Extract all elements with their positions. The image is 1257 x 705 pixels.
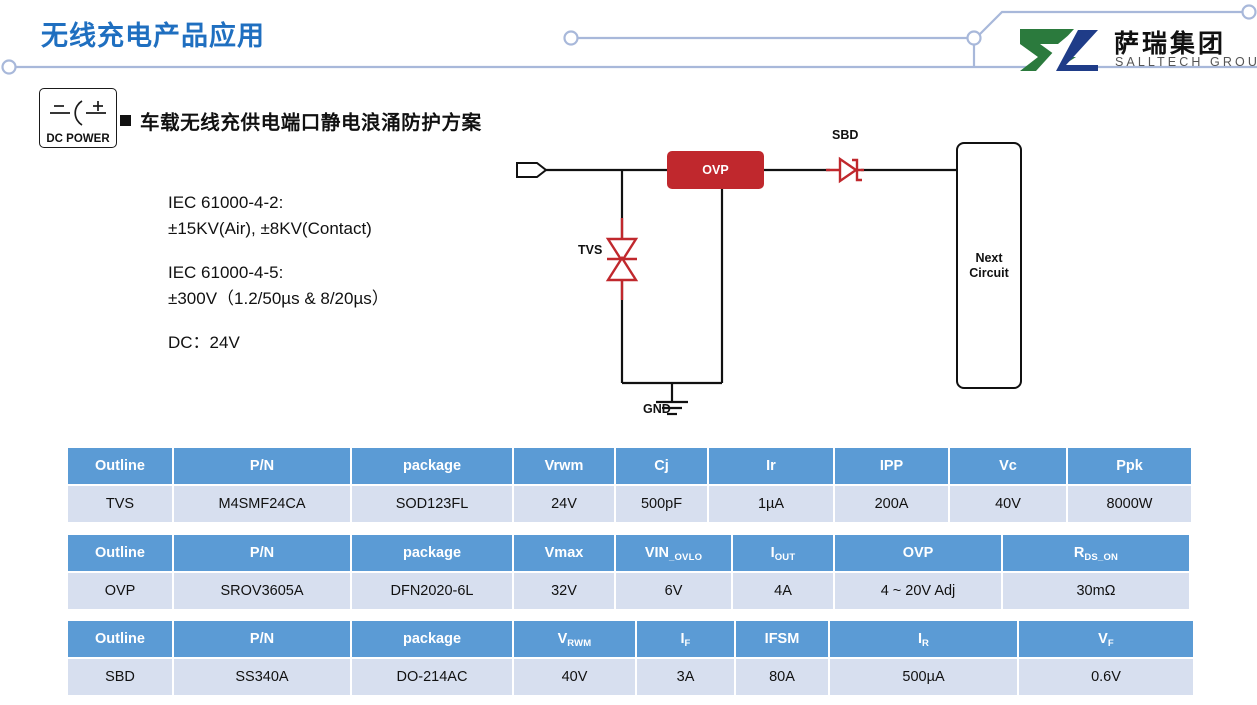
tvs-spec-table: Outline P/N package Vrwm Cj Ir IPP Vc Pp… <box>66 448 1193 522</box>
td-ir: 500µA <box>830 659 1017 695</box>
th-outline: Outline <box>68 535 172 573</box>
td-outline: SBD <box>68 659 172 695</box>
th-pn: P/N <box>174 535 350 573</box>
td-pn: M4SMF24CA <box>174 486 350 522</box>
td-ifsm: 80A <box>736 659 828 695</box>
deco-node-left <box>1 59 17 75</box>
circuit-diagram: OVP Next Circuit TVS SBD GND <box>490 128 1050 425</box>
td-vmax: 32V <box>514 573 614 609</box>
th-ifsm: IFSM <box>736 621 828 659</box>
spec-line-5: DC：24V <box>168 333 240 352</box>
th-vf: VF <box>1019 621 1193 659</box>
td-cj: 500pF <box>616 486 707 522</box>
td-ir: 1µA <box>709 486 833 522</box>
th-vmax: Vmax <box>514 535 614 573</box>
deco-node-mid <box>563 30 579 46</box>
td-outline: OVP <box>68 573 172 609</box>
td-vf: 0.6V <box>1019 659 1193 695</box>
td-if: 3A <box>637 659 734 695</box>
th-pn: P/N <box>174 621 350 659</box>
td-outline: TVS <box>68 486 172 522</box>
table-row: OVP SROV3605A DFN2020-6L 32V 6V 4A 4 ~ 2… <box>68 573 1189 609</box>
dc-power-icon: DC POWER <box>39 88 117 148</box>
th-outline: Outline <box>68 621 172 659</box>
td-rds-on: 30mΩ <box>1003 573 1189 609</box>
deco-node-junction <box>966 30 982 46</box>
td-iout: 4A <box>733 573 833 609</box>
next-circuit-label: Next Circuit <box>969 250 1009 280</box>
th-iout: IOUT <box>733 535 833 573</box>
spec-text-block: IEC 61000-4-2: ±15KV(Air), ±8KV(Contact)… <box>168 190 389 356</box>
th-if: IF <box>637 621 734 659</box>
dc-power-label: DC POWER <box>46 133 110 145</box>
salltech-logo-icon <box>1020 29 1098 71</box>
td-vc: 40V <box>950 486 1066 522</box>
sbd-spec-table: Outline P/N package VRWM IF IFSM IR VF S… <box>66 621 1195 695</box>
circuit-schematic-svg <box>516 156 956 416</box>
section-subtitle: 车载无线充供电端口静电浪涌防护方案 <box>140 112 482 134</box>
td-package: SOD123FL <box>352 486 512 522</box>
logo-name-en: SALLTECH GROUP <box>1115 55 1257 69</box>
th-package: package <box>352 535 512 573</box>
spec-line-1: IEC 61000-4-2: <box>168 193 284 212</box>
deco-node-right <box>1241 4 1257 20</box>
th-outline: Outline <box>68 448 172 486</box>
th-ir: IR <box>830 621 1017 659</box>
td-ipp: 200A <box>835 486 948 522</box>
next-circuit-block: Next Circuit <box>956 142 1022 389</box>
td-package: DO-214AC <box>352 659 512 695</box>
th-package: package <box>352 448 512 486</box>
table-row: TVS M4SMF24CA SOD123FL 24V 500pF 1µA 200… <box>68 486 1191 522</box>
input-connector-icon <box>516 162 548 178</box>
th-vin-ovlo: VIN_OVLO <box>616 535 731 573</box>
td-package: DFN2020-6L <box>352 573 512 609</box>
td-vrwm: 40V <box>514 659 635 695</box>
td-ppk: 8000W <box>1068 486 1191 522</box>
dc-source-symbol-icon <box>50 100 106 126</box>
gnd-label: GND <box>643 402 671 416</box>
th-pn: P/N <box>174 448 350 486</box>
bullet-marker-icon <box>120 115 131 126</box>
ovp-spec-table: Outline P/N package Vmax VIN_OVLO IOUT O… <box>66 535 1191 609</box>
th-ppk: Ppk <box>1068 448 1191 486</box>
ovp-block: OVP <box>667 151 764 189</box>
td-ovp: 4 ~ 20V Adj <box>835 573 1001 609</box>
td-pn: SS340A <box>174 659 350 695</box>
th-rds-on: RDS_ON <box>1003 535 1189 573</box>
spec-line-4: ±300V（1.2/50µs & 8/20µs） <box>168 289 389 308</box>
table-header-row: Outline P/N package VRWM IF IFSM IR VF <box>68 621 1193 659</box>
table-header-row: Outline P/N package Vrwm Cj Ir IPP Vc Pp… <box>68 448 1191 486</box>
th-ovp: OVP <box>835 535 1001 573</box>
th-package: package <box>352 621 512 659</box>
th-cj: Cj <box>616 448 707 486</box>
logo-name-cn: 萨瑞集团 <box>1114 30 1227 58</box>
table-row: SBD SS340A DO-214AC 40V 3A 80A 500µA 0.6… <box>68 659 1193 695</box>
th-ir: Ir <box>709 448 833 486</box>
td-vin-ovlo: 6V <box>616 573 731 609</box>
td-pn: SROV3605A <box>174 573 350 609</box>
th-ipp: IPP <box>835 448 948 486</box>
tvs-label: TVS <box>578 243 603 257</box>
spec-line-2: ±15KV(Air), ±8KV(Contact) <box>168 219 372 238</box>
table-header-row: Outline P/N package Vmax VIN_OVLO IOUT O… <box>68 535 1189 573</box>
th-vrwm: Vrwm <box>514 448 614 486</box>
th-vc: Vc <box>950 448 1066 486</box>
page-title: 无线充电产品应用 <box>41 21 265 51</box>
spec-line-3: IEC 61000-4-5: <box>168 263 284 282</box>
brand-logo: 萨瑞集团 SALLTECH GROUP <box>1014 24 1257 76</box>
td-vrwm: 24V <box>514 486 614 522</box>
th-vrwm: VRWM <box>514 621 635 659</box>
ovp-block-label: OVP <box>702 163 729 177</box>
sbd-label: SBD <box>832 128 859 142</box>
